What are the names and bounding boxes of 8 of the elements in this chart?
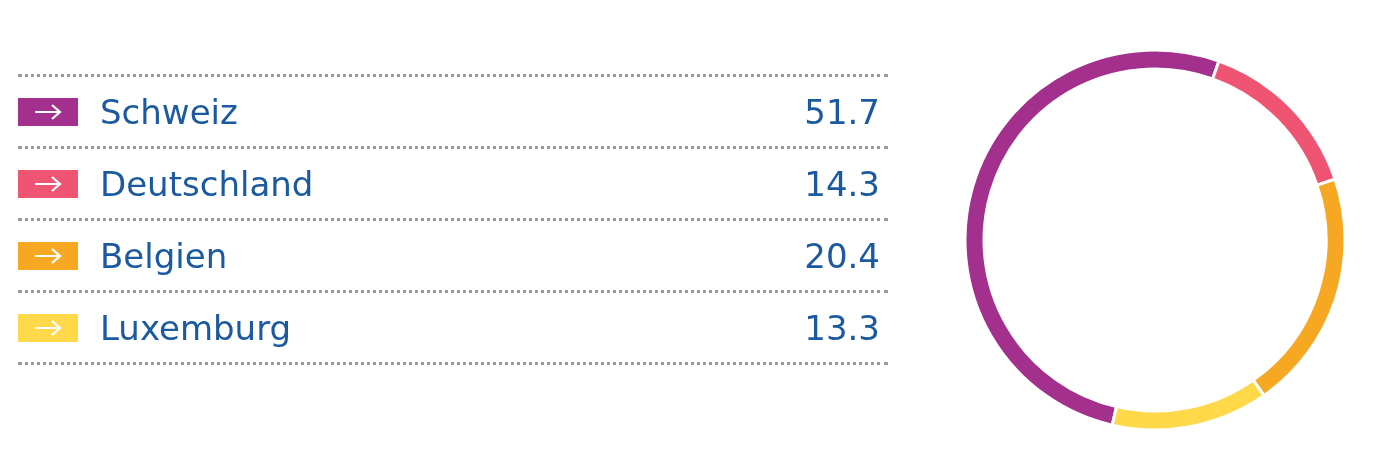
legend-label: Belgien [100, 235, 229, 276]
legend-label: Deutschland [100, 163, 315, 204]
data-label: 51.7 [804, 91, 880, 132]
data-label: 14.3 [804, 163, 880, 204]
data-label: 13.3 [804, 307, 880, 348]
legend-label: Schweiz [100, 91, 239, 132]
legend-label: Luxemburg [100, 307, 293, 348]
data-label: 20.4 [804, 235, 880, 276]
